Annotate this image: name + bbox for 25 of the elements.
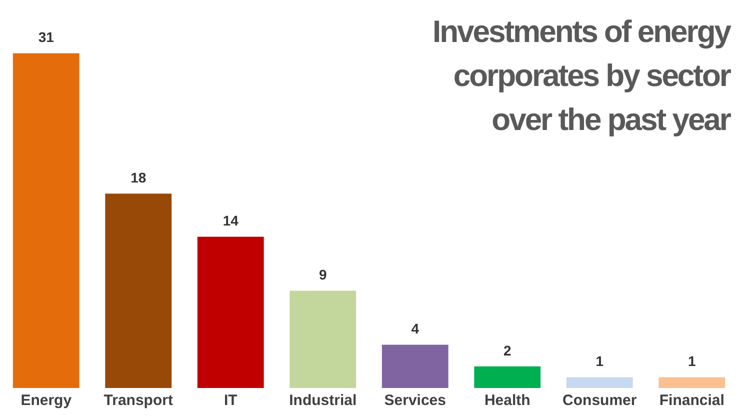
data-label: 1 <box>688 353 696 370</box>
x-tick-label: Financial <box>659 392 724 410</box>
bar <box>12 53 80 388</box>
x-tick-label: Industrial <box>289 392 357 410</box>
data-label: 2 <box>503 342 512 358</box>
x-tick-label: Health <box>484 392 530 410</box>
data-label: 18 <box>130 169 146 186</box>
data-label: 31 <box>38 29 54 46</box>
x-tick-label: Energy <box>20 392 72 410</box>
x-tick-label: Consumer <box>562 392 637 410</box>
data-label: 9 <box>318 266 327 283</box>
bar <box>658 377 726 388</box>
data-label: 1 <box>596 353 604 370</box>
bar <box>105 194 172 388</box>
x-tick-label: Transport <box>104 392 173 410</box>
data-label: 4 <box>411 320 420 337</box>
bar <box>382 344 448 388</box>
bar <box>474 366 541 388</box>
bar <box>290 290 356 388</box>
x-tick-label: IT <box>224 392 238 410</box>
x-tick-label: Services <box>384 392 446 410</box>
data-label: 14 <box>222 212 239 229</box>
chart-title: Investments of energy corporates by sector over the past year <box>431 13 730 139</box>
bar <box>197 236 264 388</box>
bar <box>566 377 633 388</box>
